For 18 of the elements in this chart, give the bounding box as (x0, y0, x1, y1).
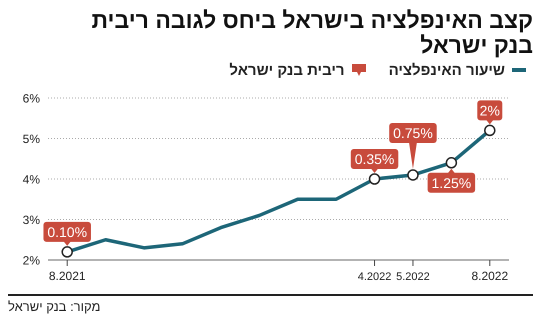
x-tick-label: 8.2022 (471, 269, 508, 283)
annotation: 1.25% (432, 174, 472, 191)
annotation: 2% (480, 102, 500, 118)
text: ריבית בנק ישראל (229, 62, 345, 78)
y-tick-label: 6% (22, 91, 40, 106)
annotation: 0.10% (47, 224, 88, 240)
y-tick-label: 4% (22, 172, 40, 186)
text: שיעור האינפלציה (388, 62, 505, 78)
annotation: 0.75% (393, 124, 433, 141)
y-tick-label: 5% (22, 132, 40, 146)
annotation: 0.35% (354, 151, 394, 167)
y-tick-label: 3% (22, 212, 40, 227)
text: מקור: בנק ישראל (8, 299, 102, 314)
x-tick-label: 8.2021 (48, 269, 86, 283)
x-tick-label: 5.2022 (396, 271, 430, 283)
y-tick-label: 2% (22, 253, 40, 268)
x-tick-label: 4.2022 (358, 271, 392, 283)
chart-title: קצב האינפלציה בישראל ביחס לגובה ריבית בנק ישראל (90, 7, 533, 60)
